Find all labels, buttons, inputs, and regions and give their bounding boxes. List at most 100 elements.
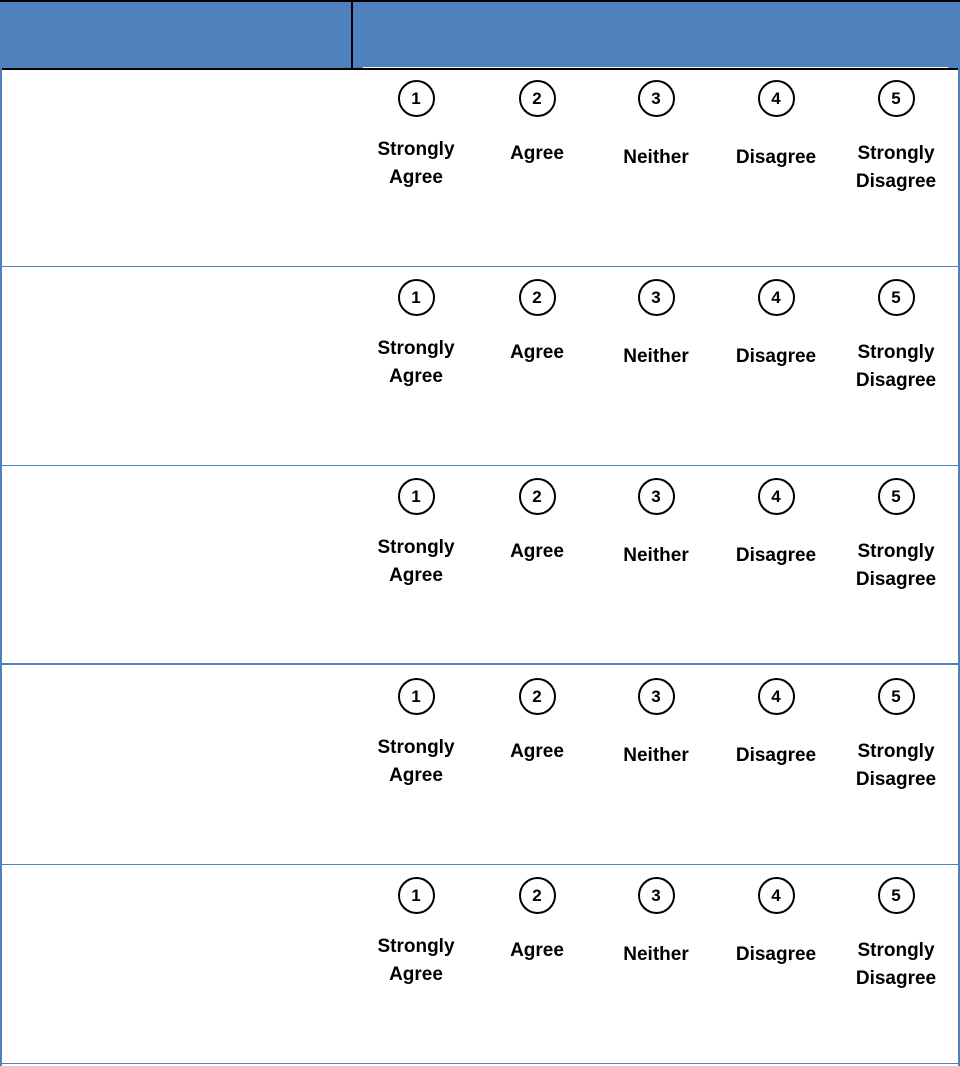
row-divider: [0, 864, 960, 865]
survey-row: 1 Strongly Agree 2 Agree 3 Neither 4 Disagree 5 St…: [0, 68, 960, 267]
rating-label: Neither: [601, 542, 711, 570]
rating-circle[interactable]: 4: [757, 80, 795, 117]
rating-circle[interactable]: 1: [397, 678, 435, 715]
rating-circle[interactable]: 3: [637, 80, 675, 117]
rating-label-line: Strongly: [857, 541, 935, 562]
rating-label-line: Disagree: [735, 147, 817, 168]
rating-circle[interactable]: 4: [757, 678, 795, 715]
rating-label-line: Agree: [510, 143, 564, 164]
rating-option-5[interactable]: 5 Strongly Disagree: [841, 80, 951, 192]
rating-circle[interactable]: 1: [397, 279, 435, 316]
rating-option-5[interactable]: 5 Strongly Disagree: [841, 877, 951, 989]
rating-label: Strongly Agree: [361, 136, 471, 192]
rating-label-line: Neither: [623, 346, 689, 367]
rating-option-1[interactable]: 1 Strongly Agree: [361, 478, 471, 586]
rating-label-line: Strongly: [857, 741, 935, 762]
rating-label-line: Agree: [510, 940, 564, 961]
row-divider: [0, 663, 960, 665]
rating-option-2[interactable]: 2 Agree: [482, 478, 592, 562]
rating-label-line: Strongly: [377, 537, 455, 558]
rating-label: Disagree: [721, 343, 831, 371]
rating-circle[interactable]: 3: [637, 678, 675, 715]
rating-label-line: Disagree: [735, 944, 817, 965]
rating-option-1[interactable]: 1 Strongly Agree: [361, 877, 471, 985]
rating-option-1[interactable]: 1 Strongly Agree: [361, 678, 471, 786]
rating-option-2[interactable]: 2 Agree: [482, 279, 592, 363]
rating-circle[interactable]: 2: [518, 877, 556, 914]
rating-label: Neither: [601, 742, 711, 770]
rating-option-1[interactable]: 1 Strongly Agree: [361, 279, 471, 387]
rating-option-2[interactable]: 2 Agree: [482, 80, 592, 164]
rating-label: Agree: [482, 738, 592, 766]
rating-label-line: Strongly: [377, 936, 455, 957]
rating-option-4[interactable]: 4 Disagree: [721, 877, 831, 965]
rating-label: Disagree: [721, 542, 831, 570]
rating-circle[interactable]: 5: [877, 80, 915, 117]
rating-option-4[interactable]: 4 Disagree: [721, 279, 831, 367]
row-divider: [0, 465, 960, 466]
rating-circle[interactable]: 3: [637, 478, 675, 515]
rating-option-1[interactable]: 1 Strongly Agree: [361, 80, 471, 188]
rating-circle[interactable]: 1: [397, 80, 435, 117]
rating-label: Strongly Disagree: [841, 339, 951, 395]
rating-label-line: Agree: [389, 366, 443, 387]
rating-option-5[interactable]: 5 Strongly Disagree: [841, 678, 951, 790]
rating-option-3[interactable]: 3 Neither: [601, 877, 711, 965]
rating-circle[interactable]: 1: [397, 478, 435, 515]
table-left-border: [0, 68, 2, 1066]
rating-option-4[interactable]: 4 Disagree: [721, 80, 831, 168]
rating-circle[interactable]: 2: [518, 279, 556, 316]
rating-label: Strongly Disagree: [841, 738, 951, 794]
rating-circle[interactable]: 3: [637, 279, 675, 316]
rating-label-line: Agree: [389, 565, 443, 586]
rating-circle[interactable]: 2: [518, 478, 556, 515]
rating-option-2[interactable]: 2 Agree: [482, 877, 592, 961]
rating-label: Disagree: [721, 144, 831, 172]
rating-label-line: Disagree: [735, 545, 817, 566]
rating-circle[interactable]: 3: [637, 877, 675, 914]
survey-row: 1 Strongly Agree 2 Agree 3 Neither 4 Disagree 5 St…: [0, 267, 960, 466]
rating-circle[interactable]: 5: [877, 478, 915, 515]
rating-label: Agree: [482, 339, 592, 367]
rating-label-line: Strongly: [857, 940, 935, 961]
row-divider: [0, 266, 960, 267]
rating-circle[interactable]: 2: [518, 80, 556, 117]
rating-option-2[interactable]: 2 Agree: [482, 678, 592, 762]
rating-option-3[interactable]: 3 Neither: [601, 678, 711, 766]
rating-label-line: Neither: [623, 944, 689, 965]
survey-row: 1 Strongly Agree 2 Agree 3 Neither 4 Disagree 5 St…: [0, 666, 960, 865]
rating-option-4[interactable]: 4 Disagree: [721, 478, 831, 566]
rating-option-5[interactable]: 5 Strongly Disagree: [841, 478, 951, 590]
survey-row: 1 Strongly Agree 2 Agree 3 Neither 4 Disagree 5 St…: [0, 466, 960, 665]
rating-label: Agree: [482, 937, 592, 965]
rating-option-5[interactable]: 5 Strongly Disagree: [841, 279, 951, 391]
rating-circle[interactable]: 4: [757, 877, 795, 914]
rating-label-line: Disagree: [735, 745, 817, 766]
table-right-border: [958, 68, 960, 1066]
rating-label-line: Neither: [623, 545, 689, 566]
rating-option-4[interactable]: 4 Disagree: [721, 678, 831, 766]
header-bottom-border: [0, 68, 960, 70]
rating-circle[interactable]: 5: [877, 678, 915, 715]
rating-label-line: Neither: [623, 147, 689, 168]
rating-circle[interactable]: 5: [877, 279, 915, 316]
rating-option-3[interactable]: 3 Neither: [601, 478, 711, 566]
rating-label: Strongly Agree: [361, 933, 471, 989]
rating-option-3[interactable]: 3 Neither: [601, 279, 711, 367]
rating-circle[interactable]: 4: [757, 279, 795, 316]
rating-label-line: Disagree: [735, 346, 817, 367]
rating-option-3[interactable]: 3 Neither: [601, 80, 711, 168]
rating-label: Neither: [601, 144, 711, 172]
rating-label-line: Disagree: [855, 171, 937, 192]
rating-label: Agree: [482, 140, 592, 168]
rating-circle[interactable]: 1: [397, 877, 435, 914]
rating-label-line: Disagree: [855, 968, 937, 989]
rating-circle[interactable]: 5: [877, 877, 915, 914]
rating-label-line: Agree: [510, 342, 564, 363]
rating-label-line: Disagree: [855, 370, 937, 391]
rating-label-line: Strongly: [377, 338, 455, 359]
rating-label: Strongly Disagree: [841, 937, 951, 993]
rating-circle[interactable]: 4: [757, 478, 795, 515]
header-divider: [351, 2, 353, 70]
rating-circle[interactable]: 2: [518, 678, 556, 715]
